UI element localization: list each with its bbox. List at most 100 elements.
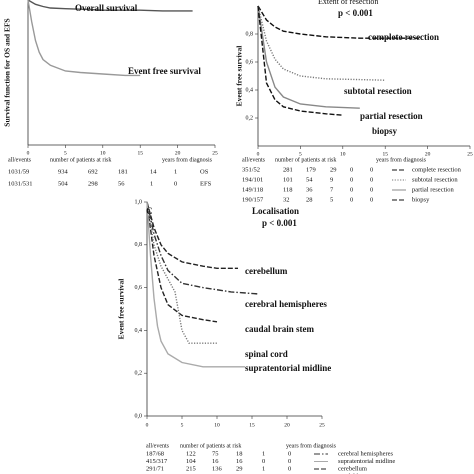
y-tick-label: 0,0	[135, 413, 143, 419]
table-cell: 0	[370, 196, 373, 203]
x-tick-label: 15	[382, 151, 388, 157]
curve-label: supratentorial midline	[245, 363, 331, 373]
survival-curve	[146, 201, 260, 295]
table-header: all/events	[8, 157, 32, 163]
table-cell: 104	[186, 458, 197, 465]
table-cell: 0	[288, 465, 291, 472]
curve-label: spinal cord	[245, 349, 288, 359]
table-cell: 54	[306, 176, 313, 183]
table-cell: 194/101	[242, 176, 263, 183]
table-cell: 0	[288, 458, 291, 465]
survival-curve	[257, 5, 343, 116]
table-cell: 7	[330, 186, 334, 193]
y-axis-label: Survival function for OS and EFS	[3, 18, 12, 126]
table-cell: 415/317	[146, 458, 168, 465]
table-cell: 43	[186, 473, 193, 474]
table-group: complete resection	[412, 166, 462, 173]
table-cell: 1	[150, 180, 153, 187]
y-axis-label: Event free survival	[235, 46, 244, 107]
table-cell: 1	[262, 465, 265, 472]
table-cell: 504	[58, 180, 69, 187]
table-cell: 149/118	[242, 186, 263, 193]
table-cell: 118	[283, 186, 293, 193]
table-group: partial resection	[412, 186, 454, 193]
table-cell: 9	[330, 176, 333, 183]
annotation: Extent of resection	[318, 0, 378, 6]
table-cell: 692	[88, 168, 98, 175]
table-header: number of patients at risk	[275, 156, 336, 163]
y-tick-label: 1,0	[135, 199, 143, 205]
table-cell: 32	[283, 196, 290, 203]
table-cell: 0	[370, 176, 373, 183]
x-tick-label: 20	[425, 151, 431, 157]
table-cell: 14	[150, 168, 157, 175]
x-tick-label: 5	[181, 422, 184, 428]
x-tick-label: 20	[284, 422, 290, 428]
table-cell: 0	[350, 166, 353, 173]
table-cell: 29	[330, 166, 337, 173]
y-axis-label: Event free survival	[117, 279, 126, 340]
table-group: EFS	[200, 180, 212, 187]
table-cell: 16	[236, 458, 243, 465]
x-tick-label: 10	[340, 151, 346, 157]
table-cell: 136	[212, 465, 223, 472]
table-group: cerebral hemispheres	[338, 450, 394, 457]
table-cell: 1	[262, 450, 265, 457]
table-cell: 0	[370, 186, 373, 193]
table-group: subtotal resection	[412, 176, 458, 183]
table-cell: 0	[350, 186, 353, 193]
table-cell: 0	[262, 458, 265, 465]
y-tick-label: 0,2	[135, 371, 143, 377]
table-cell: 187/68	[146, 450, 164, 457]
y-tick-label: 0,8	[135, 242, 143, 248]
survival-curve	[257, 5, 360, 109]
table-cell: 0	[350, 176, 353, 183]
table-cell: 22	[212, 473, 219, 474]
x-tick-label: 0	[257, 151, 260, 157]
y-tick-label: 0,2	[246, 115, 254, 121]
survival-curve	[257, 5, 386, 81]
table-group: caudal brain stem	[338, 473, 384, 474]
survival-curve	[27, 0, 193, 12]
table-header: all/events	[242, 157, 266, 163]
table-cell: 56	[118, 180, 125, 187]
table-cell: 0	[174, 180, 177, 187]
table-cell: 351/52	[242, 166, 260, 173]
table-cell: 190/157	[242, 196, 264, 203]
table-cell: 5	[330, 196, 333, 203]
table-cell: 0	[262, 473, 265, 474]
table-header: all/events	[146, 443, 170, 449]
table-header: number of patients at risk	[180, 442, 241, 449]
y-tick-label: 0,4	[135, 328, 143, 334]
table-group: biopsy	[412, 196, 430, 203]
curve-label: complete resection	[368, 32, 439, 42]
curve-label: cerebellum	[245, 266, 288, 276]
table-cell: 215	[186, 465, 196, 472]
y-tick-label: 0,4	[246, 87, 254, 93]
x-tick-label: 20	[175, 150, 181, 156]
table-cell: 179	[306, 166, 316, 173]
x-tick-label: 25	[319, 422, 325, 428]
y-tick-label: 0,6	[135, 285, 143, 291]
annotation: Localisation	[252, 206, 299, 216]
table-cell: 16	[212, 458, 219, 465]
curve-label: partial resection	[360, 111, 423, 121]
table-cell: 1031/59	[8, 168, 29, 175]
table-cell: 0	[288, 473, 291, 474]
curve-label: Overall survival	[75, 3, 138, 13]
table-cell: 2	[236, 473, 239, 474]
table-group: supratentorial midline	[338, 458, 395, 465]
survival-curve	[146, 201, 218, 323]
table-cell: 291/71	[146, 465, 164, 472]
table-cell: 0	[370, 166, 373, 173]
table-cell: 122	[186, 450, 196, 457]
annotation: C	[146, 206, 153, 216]
survival-curve	[257, 5, 420, 39]
table-cell: 298	[88, 180, 98, 187]
x-tick-label: 0	[27, 150, 30, 156]
table-header: years from diagnosis	[286, 442, 337, 449]
table-cell: 1	[174, 168, 177, 175]
x-tick-label: 5	[64, 150, 67, 156]
table-cell: 281	[283, 166, 293, 173]
